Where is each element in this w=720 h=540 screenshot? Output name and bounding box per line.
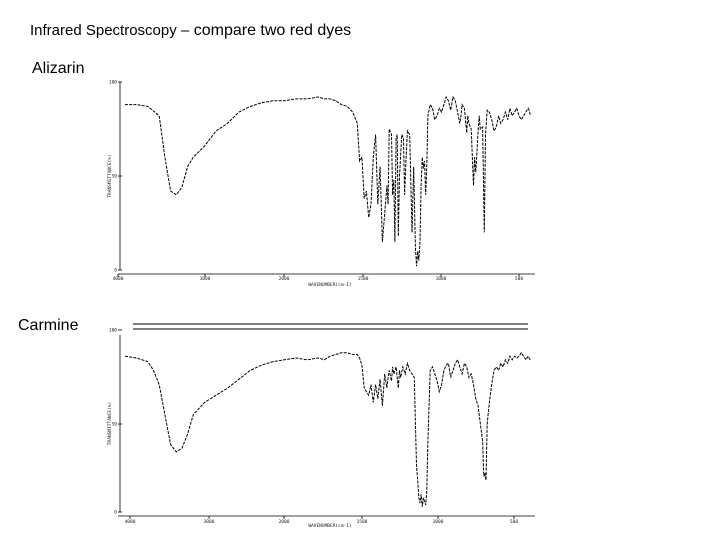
alizarin-label: Alizarin xyxy=(32,60,85,77)
carmine-x-axis-label: WAVENUMBER(cm-1) xyxy=(308,523,351,529)
carmine-y-tick-label-2: 0 xyxy=(114,510,117,516)
alizarin-x-tick-label-3: 1500 xyxy=(358,276,369,282)
carmine-label: Carmine xyxy=(18,317,79,334)
slide-title-lead: Infrared Spectroscopy – xyxy=(30,22,190,39)
alizarin-x-tick-label-1: 3000 xyxy=(200,276,211,282)
carmine-x-tick-label-4: 1000 xyxy=(433,519,444,525)
slide-title: Infrared Spectroscopy – compare two red … xyxy=(30,22,351,40)
carmine-x-tick-label-1: 3000 xyxy=(204,519,215,525)
alizarin-y-tick-label-2: 0 xyxy=(114,268,117,274)
alizarin-x-axis-label: WAVENUMBER(cm-1) xyxy=(308,282,351,288)
carmine-spectrum-trace xyxy=(124,351,531,507)
carmine-x-tick-label-2: 2000 xyxy=(279,519,290,525)
alizarin-x-tick-label-5: 500 xyxy=(515,276,523,282)
carmine-x-tick-label-0: 4000 xyxy=(125,519,136,525)
carmine-x-tick-label-5: 500 xyxy=(510,519,518,525)
carmine-y-tick-label-0: 100 xyxy=(109,328,117,334)
alizarin-x-tick-label-2: 2000 xyxy=(279,276,290,282)
alizarin-y-axis-label: TRANSMITTANCE(%) xyxy=(107,154,113,197)
alizarin-spectrum-trace xyxy=(125,95,531,267)
slide-title-rest: compare two red dyes xyxy=(189,22,352,39)
carmine-x-tick-label-3: 1500 xyxy=(357,519,368,525)
alizarin-y-tick-label-0: 100 xyxy=(109,80,117,86)
carmine-y-tick-label-1: 50 xyxy=(112,422,118,428)
alizarin-x-tick-label-0: 4000 xyxy=(113,276,124,282)
carmine-y-axis-label: TRANSMITTANCE(%) xyxy=(107,402,113,445)
alizarin-y-tick-label-1: 50 xyxy=(112,174,118,180)
alizarin-x-tick-label-4: 1000 xyxy=(436,276,447,282)
